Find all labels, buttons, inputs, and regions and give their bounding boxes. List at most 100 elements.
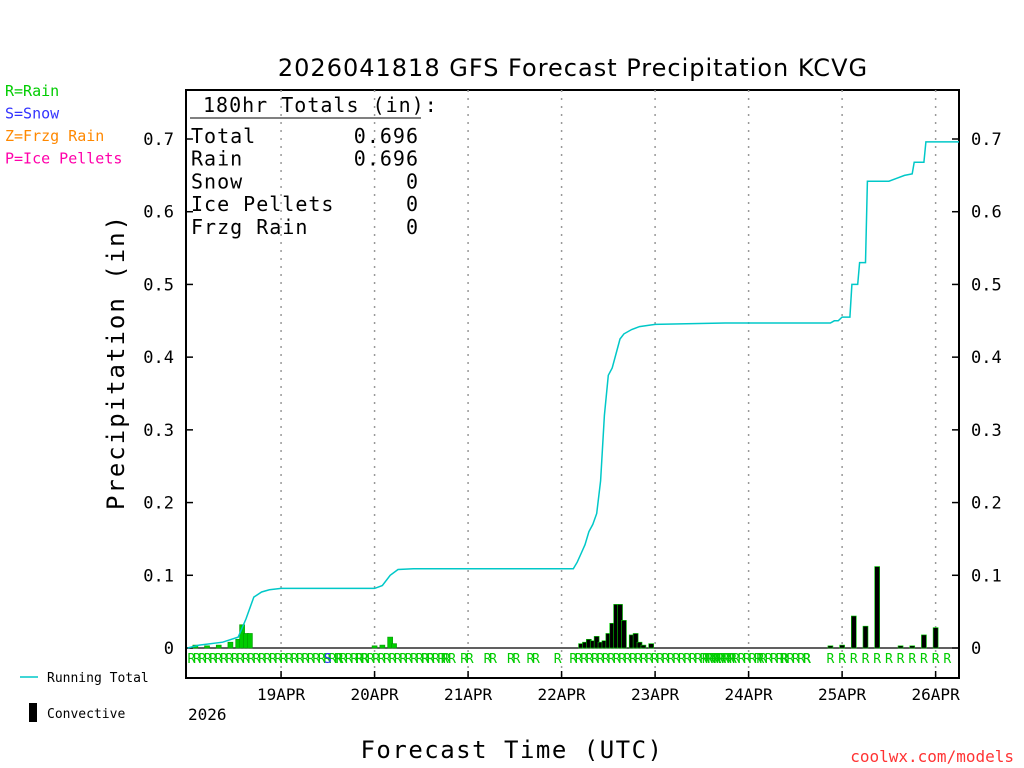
ptype-marker: R [897,652,905,667]
x-year-label: 2026 [188,705,227,724]
ptype-marker: RR [527,652,540,667]
x-tick-label: 23APR [631,685,680,704]
totals-box: 180hr Totals (in): Total 0.696 Rain 0.696 Sn… [190,93,438,239]
x-tick-label: 22APR [538,685,587,704]
convective-bar [921,634,927,649]
ptype-marker: R [554,652,562,667]
x-axis-ticks: 19APR 20APR 21APR 22APR 23APR 24APR 25APR 26APR [257,671,960,704]
totals-row-value: 0 [406,192,419,216]
totals-rows: Total 0.696 Rain 0.696 Snow 0 Ice Pellets 0 Frzg… [191,124,419,239]
ptype-marker: R [932,652,940,667]
totals-row-label: Snow [191,169,243,193]
convective-bar [621,620,627,649]
running-total-line [187,141,959,649]
y-tick-label: 0.2 [143,494,174,514]
ptype-marker: R [714,652,722,667]
x-tick-label: 26APR [912,685,961,704]
ptype-marker: S [324,652,331,667]
ptype-marker: R [943,652,951,667]
precip-bar [387,636,393,649]
totals-row-value: 0.696 [354,147,419,171]
totals-row-value: 0.696 [354,124,419,148]
convective-bar [862,625,869,649]
y-tick-label-right: 0.5 [971,275,1002,295]
totals-row-label: Total [191,124,256,148]
y-tick-label-right: 0.4 [971,348,1002,368]
totals-row-label: Rain [191,147,243,171]
ptype-marker: R [838,652,846,667]
y-tick-label-right: 0.6 [971,203,1002,223]
precip-bar [391,643,397,649]
convective-bar [640,644,647,649]
x-tick-label: 21APR [444,685,493,704]
convective-bar [648,643,655,649]
convective-legend-label: Convective [47,707,125,722]
ptype-marker: R [336,652,344,667]
precip-bars [192,566,939,649]
ptype-legend-item: P=Ice Pellets [5,150,122,168]
chart-title: 2026041818 GFS Forecast Precipitation KC… [278,54,868,82]
precip-bar [227,641,234,649]
y-tick-label: 0.4 [143,348,174,368]
ptype-marker: R [873,652,881,667]
y-tick-label: 0.1 [143,566,174,586]
y-axis-label: Precipitation (in) [102,214,130,510]
totals-row-label: Ice Pellets [191,192,334,216]
ptype-marker: RR [484,652,497,667]
convective-swatch [29,703,37,722]
ptype-marker: R [441,652,449,667]
ptype-marker: RRRRRRRRRRRRRRRR [367,652,456,667]
ptype-legend: R=Rain S=Snow Z=Frzg Rain P=Ice Pellets [5,82,122,168]
ptype-marker: R [850,652,858,667]
y-tick-label-right: 0.1 [971,566,1002,586]
ptype-marker: RRRRRR [702,652,737,667]
x-tick-label: 25APR [818,685,867,704]
precip-bar [204,645,210,649]
ptype-marker: R [756,652,764,667]
ptype-marker: R [885,652,893,667]
ptype-legend-item: S=Snow [5,105,60,123]
totals-row-label: Frzg Rain [191,215,308,239]
totals-header: 180hr Totals (in): [203,93,438,117]
precip-bar [247,633,253,649]
convective-bar [839,644,845,649]
convective-bar [632,633,639,649]
precip-bar [215,644,222,649]
totals-row-value: 0 [406,215,419,239]
precip-bar [379,644,386,649]
y-tick-label-right: 0.3 [971,421,1002,441]
ptype-marker: RRRRRRRRRRRRRRRRRRRRRRRRRRRRRRRRR [188,652,370,667]
ptype-marker: R [908,652,916,667]
ptype-marker: R [862,652,870,667]
y-tick-label: 0.5 [143,275,174,295]
plot-frame [185,89,960,679]
convective-bar [932,627,939,649]
ptype-legend-item: R=Rain [5,82,59,100]
convective-bar [874,566,880,649]
ptype-marker: R [827,652,835,667]
credit-link[interactable]: coolwx.com/models [850,747,1014,766]
x-tick-label: 24APR [725,685,774,704]
ptype-marker: R [803,652,811,667]
x-tick-label: 20APR [350,685,399,704]
convective-bar [897,645,904,649]
y-axis-ticks: 0 00.1 0.10.2 0.20.3 0.30.4 0.40.5 0.50.6 0.60.… [143,130,1001,659]
convective-bar [827,645,834,649]
running-total-legend-label: Running Total [47,671,149,686]
ptype-marker: R [780,652,788,667]
x-tick-label: 19APR [257,685,306,704]
y-tick-label-right: 0.7 [971,130,1002,150]
y-tick-label-right: 0.2 [971,494,1002,514]
ptype-marker: R [920,652,928,667]
y-tick-label: 0 [164,639,174,659]
y-tick-label: 0.6 [143,203,174,223]
ptype-legend-item: Z=Frzg Rain [5,127,104,145]
series-legend: Running Total Convective [20,671,149,722]
totals-row-value: 0 [406,169,419,193]
x-axis-label: Forecast Time (UTC) [360,736,663,764]
convective-bar [909,645,916,649]
y-tick-label: 0.3 [143,421,174,441]
gridlines [280,90,937,678]
